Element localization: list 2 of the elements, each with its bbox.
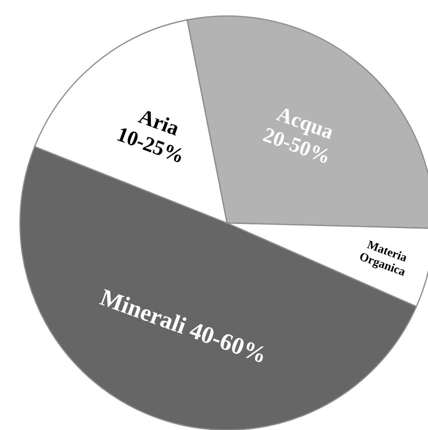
slice-label: Acqua 20-50% — [260, 101, 338, 169]
slice-label: Aria 10-25% — [114, 104, 188, 168]
